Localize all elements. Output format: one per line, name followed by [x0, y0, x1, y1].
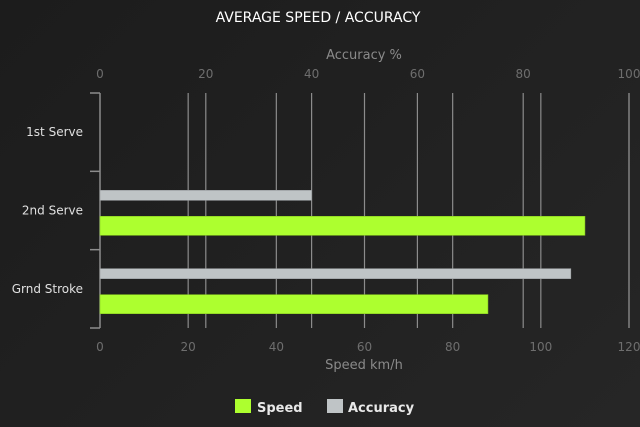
legend-label-speed: Speed [257, 401, 303, 416]
bottom-tick-label: 40 [269, 340, 284, 354]
bottom-tick-label: 120 [618, 340, 640, 354]
top-tick-label: 40 [304, 67, 319, 81]
category-label: Grnd Stroke [12, 282, 83, 296]
top-tick-label: 60 [410, 67, 425, 81]
bottom-tick-label: 60 [357, 340, 372, 354]
bar-accuracy[interactable] [99, 268, 572, 279]
top-tick-label: 0 [96, 67, 104, 81]
legend-label-accuracy: Accuracy [348, 401, 415, 416]
chart-title: AVERAGE SPEED / ACCURACY [216, 10, 421, 26]
bottom-tick-label: 80 [445, 340, 460, 354]
category-label: 1st Serve [26, 125, 83, 139]
bar-speed[interactable] [99, 294, 489, 314]
bottom-tick-label: 20 [181, 340, 196, 354]
bottom-tick-label: 100 [529, 340, 552, 354]
top-axis-label: Accuracy % [326, 48, 402, 63]
category-label: 2nd Serve [22, 204, 83, 218]
legend: Speed Accuracy [235, 399, 415, 416]
top-tick-label: 80 [516, 67, 531, 81]
bottom-axis-label: Speed km/h [325, 358, 403, 373]
legend-swatch-speed [235, 399, 251, 413]
bottom-tick-label: 0 [96, 340, 104, 354]
top-tick-label: 100 [618, 67, 640, 81]
legend-swatch-accuracy [327, 399, 343, 413]
bar-accuracy[interactable] [99, 190, 312, 201]
bar-speed[interactable] [99, 216, 586, 236]
top-tick-label: 20 [198, 67, 213, 81]
